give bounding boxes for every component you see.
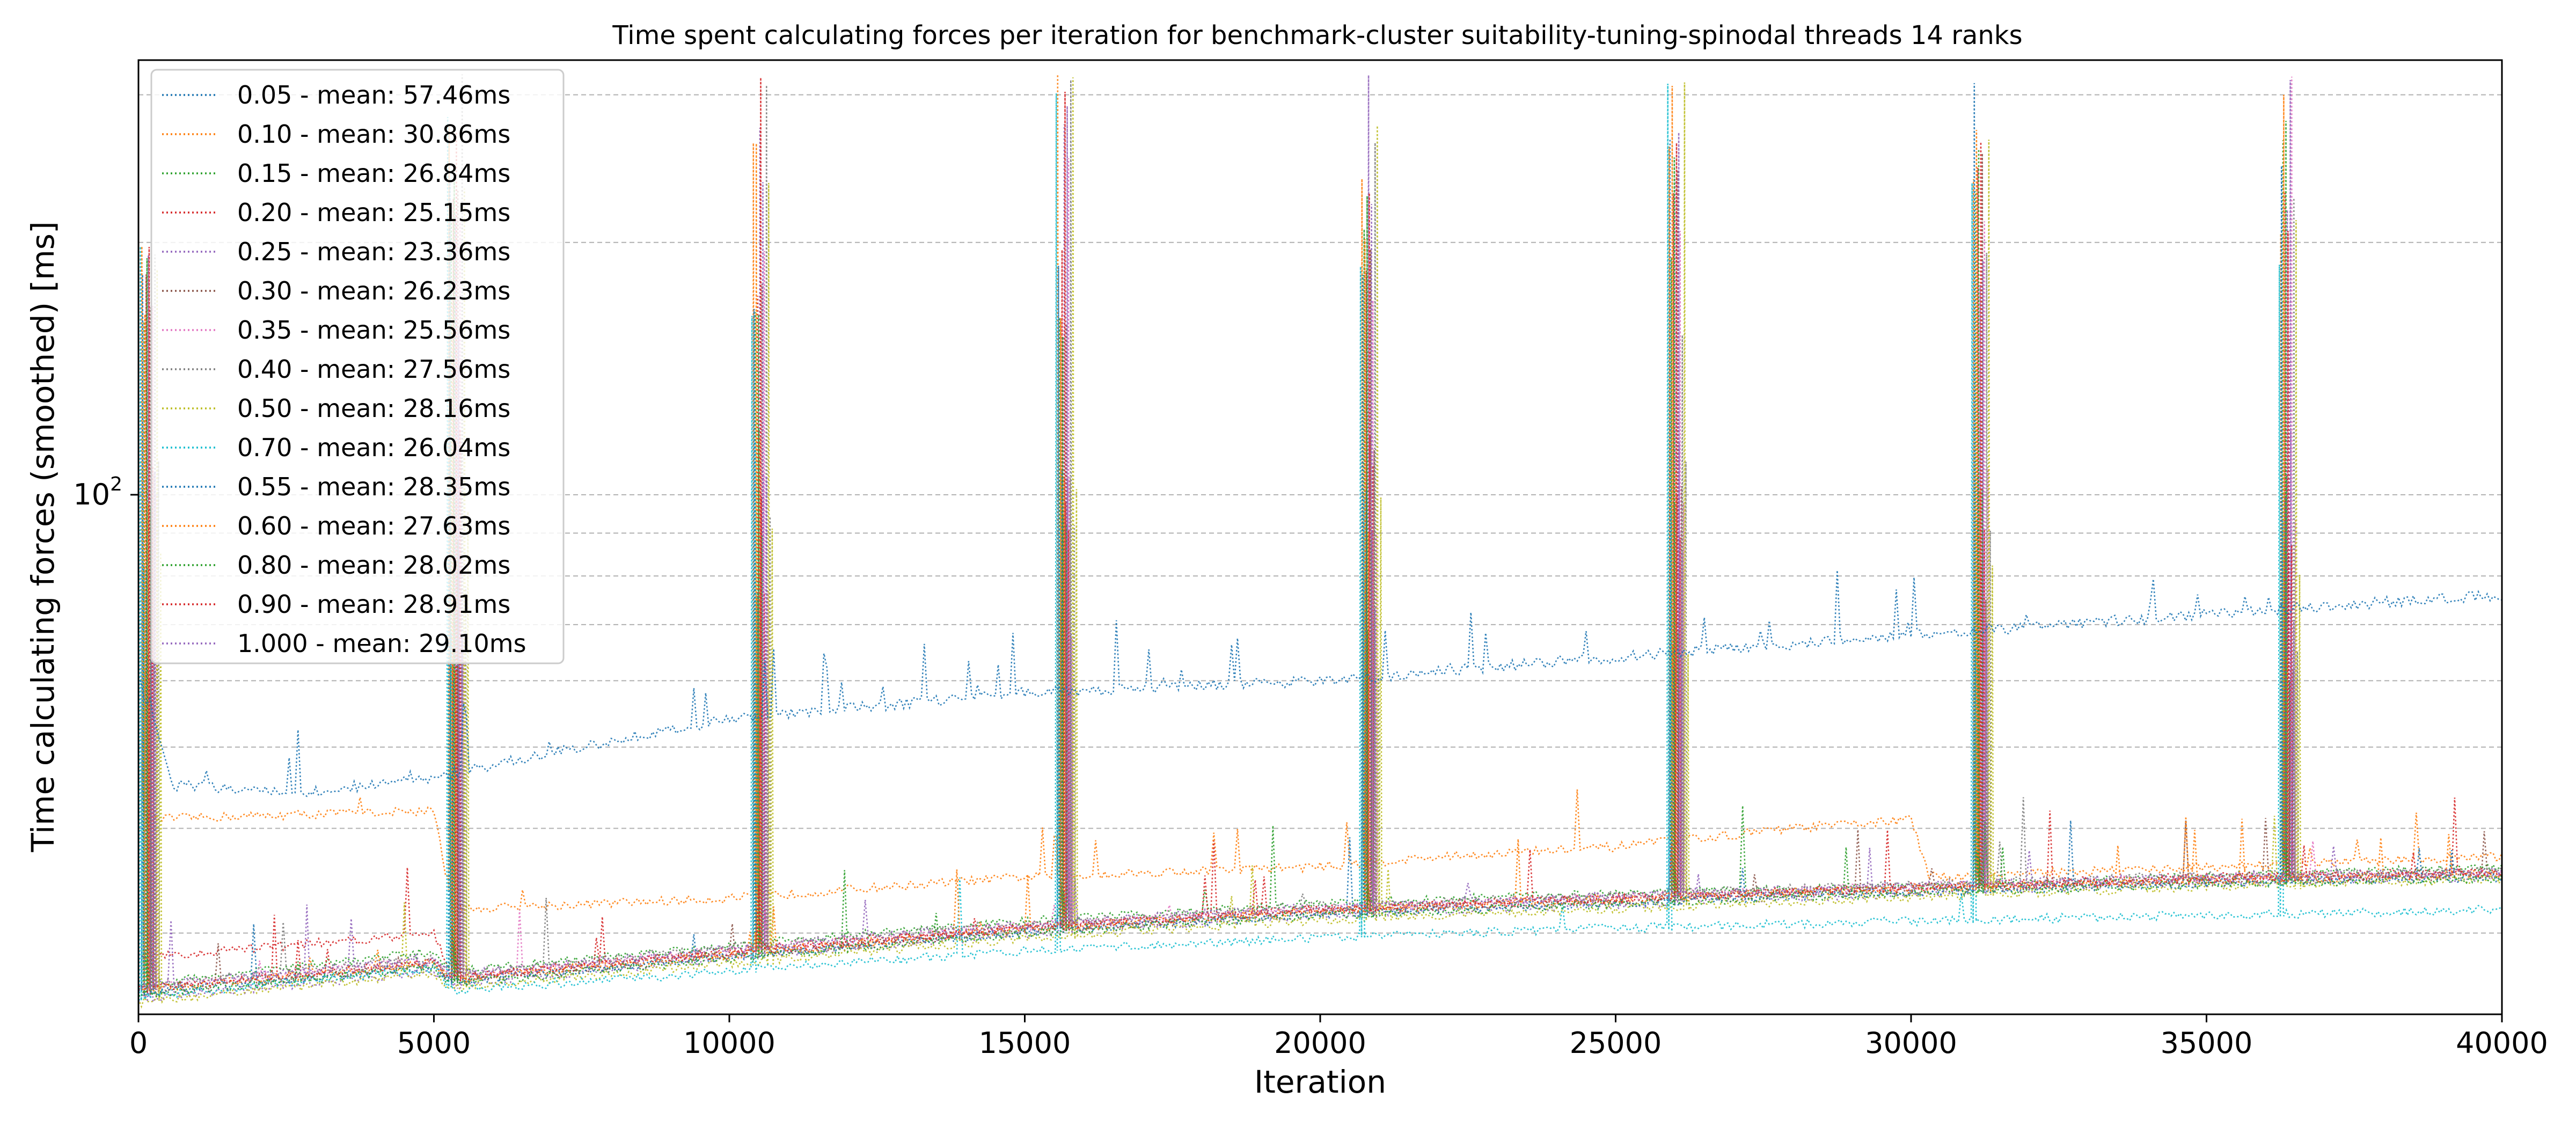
series-line [138,76,2503,992]
x-tick-label: 15000 [979,1026,1071,1060]
legend-label: 0.50 - mean: 28.16ms [237,394,510,423]
series-line [138,77,2502,994]
legend-label: 0.55 - mean: 28.35ms [237,472,510,501]
legend-label: 0.35 - mean: 25.56ms [237,316,510,345]
legend-label: 0.05 - mean: 57.46ms [237,80,510,109]
legend-label: 0.90 - mean: 28.91ms [237,590,510,619]
series-lines [137,74,2503,1009]
legend-label: 0.15 - mean: 26.84ms [237,159,510,188]
x-tick-label: 30000 [1865,1026,1957,1060]
legend-label: 0.20 - mean: 25.15ms [237,198,510,227]
series-line [138,85,2502,993]
x-tick-label: 35000 [2161,1026,2253,1060]
series-line [137,77,2503,1009]
series-line [137,74,2503,990]
x-tick-label: 25000 [1570,1026,1662,1060]
x-tick-label: 20000 [1274,1026,1366,1060]
y-tick-label-base: 10 [73,478,110,511]
legend-items: 0.05 - mean: 57.46ms 0.10 - mean: 30.86ms… [162,80,526,658]
x-tick-label: 40000 [2456,1026,2548,1060]
chart-title: Time spent calculating forces per iterat… [612,20,2022,50]
legend-label: 0.25 - mean: 23.36ms [237,237,510,266]
y-tick-label-exponent: 2 [110,473,122,495]
x-tick-label: 5000 [397,1026,471,1060]
x-tick-label: 0 [129,1026,148,1060]
legend-label: 0.30 - mean: 26.23ms [237,276,510,305]
x-tick-label: 10000 [683,1026,775,1060]
legend: 0.05 - mean: 57.46ms 0.10 - mean: 30.86ms… [150,69,565,664]
legend-label: 0.10 - mean: 30.86ms [237,120,510,149]
legend-label: 0.80 - mean: 28.02ms [237,551,510,580]
x-axis-label: Iteration [1254,1064,1386,1100]
y-axis-label: Time calculating forces (smoothed) [ms] [25,221,61,852]
series-line [138,121,2503,998]
series-line [138,83,2503,996]
x-axis-ticks: 0 5000 10000 15000 20000 25000 30000 35000 40000 [129,1014,2548,1060]
y-axis-ticks: 102 [73,473,138,511]
legend-box [150,69,565,664]
legend-label: 0.40 - mean: 27.56ms [237,355,510,384]
series-line [138,83,2502,1002]
y-tick-label: 102 [73,473,122,511]
legend-label: 0.60 - mean: 27.63ms [237,511,510,540]
legend-label: 1.000 - mean: 29.10ms [237,629,526,658]
legend-label: 0.70 - mean: 26.04ms [237,433,510,462]
